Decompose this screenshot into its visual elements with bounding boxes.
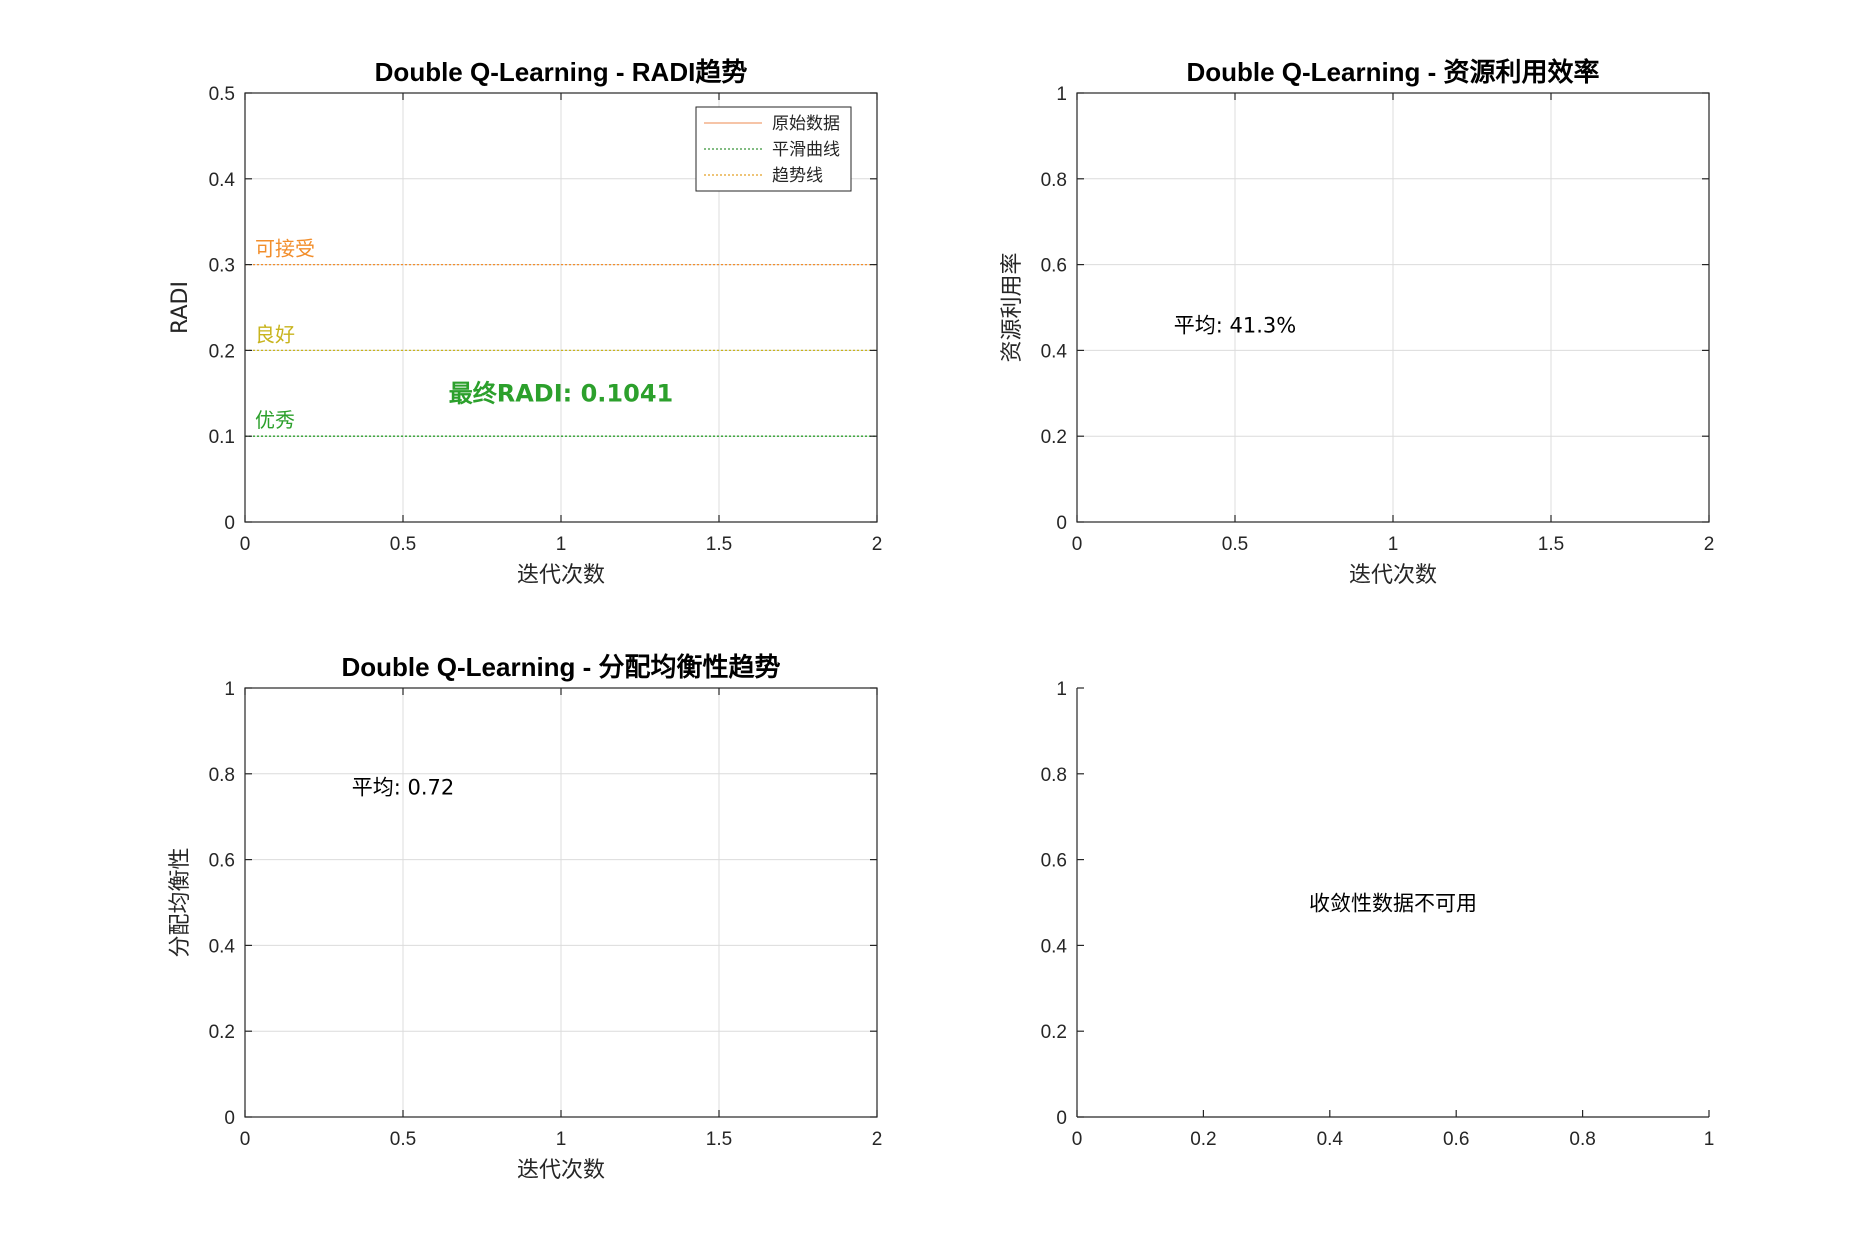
y-tick-label: 0 <box>1056 513 1067 534</box>
x-tick-label: 0.5 <box>390 1129 416 1150</box>
y-axis-label: 分配均衡性 <box>168 847 193 957</box>
x-tick-label: 0.6 <box>1443 1129 1469 1150</box>
x-tick-label: 0 <box>240 1129 251 1150</box>
y-tick-label: 1 <box>224 679 235 700</box>
chart-annotation: 收敛性数据不可用 <box>1309 892 1477 916</box>
y-axis-label: 资源利用率 <box>1000 252 1025 362</box>
y-tick-label: 0.8 <box>1041 765 1067 786</box>
y-tick-label: 0.8 <box>1041 170 1067 191</box>
chart-title: Double Q-Learning - 资源利用效率 <box>1186 57 1599 87</box>
y-axis-label: RADI <box>168 281 193 334</box>
x-tick-label: 0.2 <box>1190 1129 1216 1150</box>
reference-line-label: 良好 <box>255 322 295 346</box>
x-tick-label: 2 <box>872 1129 883 1150</box>
y-tick-label: 0.6 <box>1041 256 1067 277</box>
y-tick-label: 0.6 <box>209 851 235 872</box>
chart-annotation: 平均: 41.3% <box>1174 314 1296 338</box>
x-tick-label: 2 <box>872 534 883 555</box>
chart-3: 0 0.5 1 1.5 2 0 0.2 0.4 0.6 0.8 1 Double Q-Learning… <box>168 652 882 1183</box>
y-tick-label: 0.3 <box>209 256 235 277</box>
legend-entry: 平滑曲线 <box>772 140 840 160</box>
x-axis-label: 迭代次数 <box>1349 563 1437 588</box>
x-tick-label: 1 <box>556 534 567 555</box>
x-tick-label: 0 <box>240 534 251 555</box>
x-tick-label: 0.8 <box>1569 1129 1595 1150</box>
y-tick-label: 0 <box>224 513 235 534</box>
x-tick-label: 0.4 <box>1317 1129 1344 1150</box>
x-tick-label: 0.5 <box>390 534 416 555</box>
x-tick-label: 0 <box>1072 1129 1083 1150</box>
x-tick-label: 0 <box>1072 534 1083 555</box>
y-tick-label: 0.4 <box>1041 341 1068 362</box>
plot-area <box>1077 688 1709 1117</box>
x-axis-label: 迭代次数 <box>517 1158 605 1183</box>
y-tick-label: 1 <box>1056 84 1067 105</box>
y-tick-label: 0 <box>1056 1108 1067 1129</box>
chart-4: 0 0.2 0.4 0.6 0.8 1 0 0.2 0.4 0.6 0.8 1 收敛性数据不可用 <box>1041 679 1715 1150</box>
x-tick-label: 1 <box>1704 1129 1715 1150</box>
chart-title: Double Q-Learning - 分配均衡性趋势 <box>341 652 780 682</box>
reference-line-label: 优秀 <box>255 408 295 432</box>
reference-line-label: 可接受 <box>255 237 315 261</box>
x-tick-label: 0.5 <box>1222 534 1248 555</box>
chart-annotation: 平均: 0.72 <box>352 776 455 800</box>
y-tick-label: 0.4 <box>209 170 236 191</box>
x-tick-label: 1.5 <box>1538 534 1564 555</box>
chart-title: Double Q-Learning - RADI趋势 <box>375 57 748 87</box>
legend-entry: 原始数据 <box>772 114 840 134</box>
x-tick-label: 1.5 <box>706 1129 732 1150</box>
y-tick-label: 0.5 <box>209 84 235 105</box>
y-tick-label: 0 <box>224 1108 235 1129</box>
y-tick-label: 0.1 <box>209 427 235 448</box>
x-tick-label: 2 <box>1704 534 1715 555</box>
y-tick-label: 0.2 <box>209 341 235 362</box>
y-tick-label: 0.4 <box>1041 936 1068 957</box>
y-tick-label: 0.2 <box>1041 427 1067 448</box>
y-tick-label: 1 <box>1056 679 1067 700</box>
chart-annotation: 最终RADI: 0.1041 <box>449 379 673 407</box>
y-tick-label: 0.4 <box>209 936 236 957</box>
chart-2: 0 0.5 1 1.5 2 0 0.2 0.4 0.6 0.8 1 Double Q-Learning… <box>1000 57 1714 588</box>
y-tick-label: 0.6 <box>1041 851 1067 872</box>
legend-entry: 趋势线 <box>772 166 823 186</box>
y-tick-label: 0.8 <box>209 765 235 786</box>
y-tick-label: 0.2 <box>1041 1022 1067 1043</box>
x-tick-label: 1 <box>1388 534 1399 555</box>
x-axis-label: 迭代次数 <box>517 563 605 588</box>
x-tick-label: 1 <box>556 1129 567 1150</box>
y-tick-label: 0.2 <box>209 1022 235 1043</box>
x-tick-label: 1.5 <box>706 534 732 555</box>
